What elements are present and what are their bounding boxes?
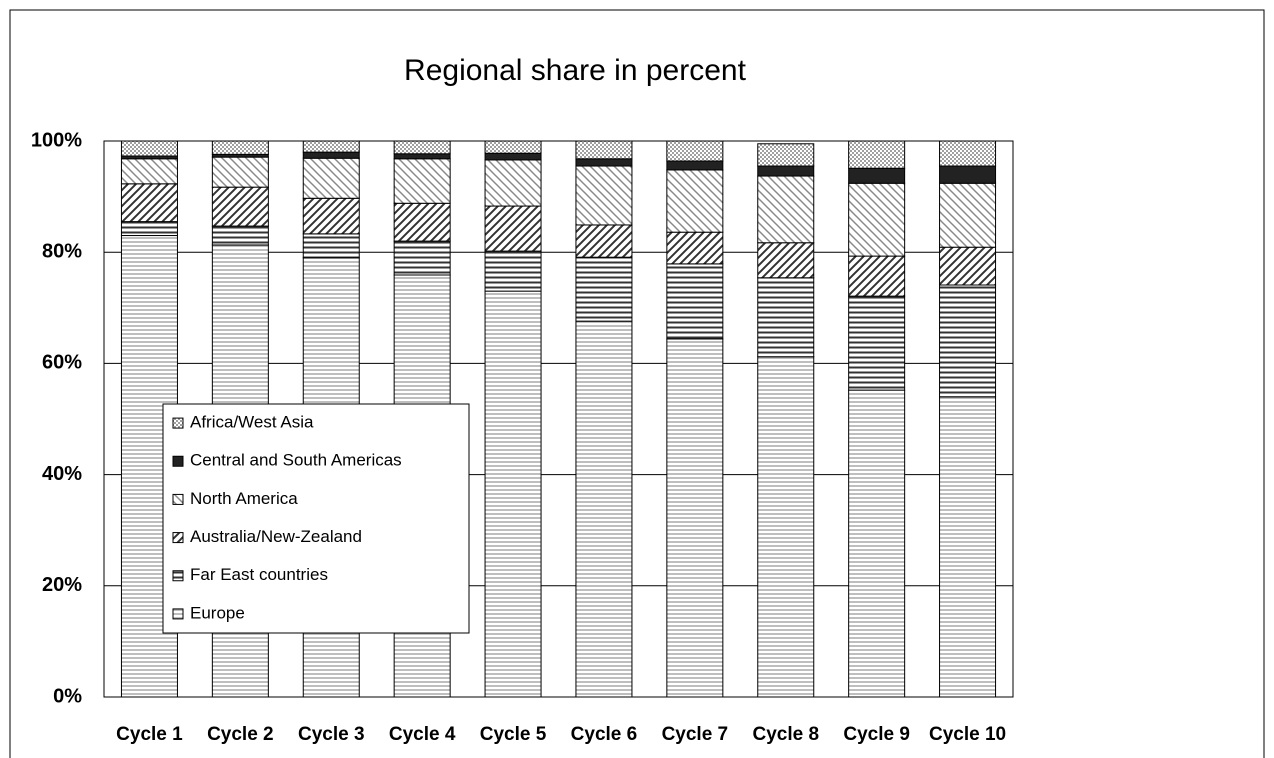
bar-segment	[575, 158, 633, 167]
x-tick-label: Cycle 9	[843, 724, 910, 745]
bar-segment	[575, 224, 633, 258]
bar-segment	[120, 183, 178, 223]
legend-swatch	[172, 608, 184, 620]
y-tick-label: 0%	[53, 685, 82, 707]
legend-label: Central and South Americas	[190, 451, 402, 470]
x-tick-label: Cycle 1	[116, 724, 183, 745]
bar-segment	[939, 182, 997, 248]
bar-segment	[393, 202, 451, 242]
x-tick-label: Cycle 10	[929, 724, 1006, 745]
bar-segment	[484, 290, 542, 698]
bar-segment	[211, 140, 269, 155]
bar-segment	[848, 182, 906, 257]
bar-segment	[757, 165, 815, 177]
bar-segment	[211, 225, 269, 246]
bar-segment	[211, 156, 269, 188]
x-tick-label: Cycle 7	[662, 724, 729, 745]
legend-swatch	[172, 532, 184, 544]
bar-segment	[484, 152, 542, 161]
legend-swatch	[172, 570, 184, 582]
bar-segment	[484, 159, 542, 207]
bar-segment	[302, 197, 360, 235]
bar-segment	[666, 140, 724, 162]
x-tick-label: Cycle 8	[752, 724, 819, 745]
legend-label: Far East countries	[190, 565, 328, 584]
bar-segment	[666, 338, 724, 698]
chart-title: Regional share in percent	[404, 54, 747, 87]
bar-segment	[757, 356, 815, 698]
bar-segment	[302, 140, 360, 153]
bar-segment	[666, 263, 724, 340]
bar-segment	[393, 153, 451, 160]
bar-segment	[120, 221, 178, 237]
bar-segment	[848, 389, 906, 698]
bar-segment	[848, 295, 906, 391]
x-tick-label: Cycle 5	[480, 724, 547, 745]
bar-segment	[939, 284, 997, 398]
x-tick-label: Cycle 2	[207, 724, 274, 745]
legend-swatch	[172, 493, 184, 505]
bar-segment	[939, 396, 997, 698]
bar-segment	[848, 140, 906, 169]
bar-segment	[757, 242, 815, 279]
legend-swatch	[172, 455, 184, 467]
bar-segment	[484, 250, 542, 292]
y-tick-label: 20%	[42, 574, 82, 596]
bar-segment	[575, 165, 633, 226]
legend-box	[162, 403, 470, 634]
x-tick-label: Cycle 3	[298, 724, 365, 745]
y-tick-label: 80%	[42, 240, 82, 262]
bar-segment	[575, 256, 633, 322]
legend-label: Australia/New-Zealand	[190, 527, 362, 546]
bar-segment	[757, 277, 815, 358]
bar-segment	[302, 233, 360, 259]
legend-swatch	[172, 417, 184, 429]
bar-segment	[120, 158, 178, 185]
bar-segment	[939, 165, 997, 184]
y-tick-label: 40%	[42, 463, 82, 485]
y-tick-label: 100%	[31, 129, 82, 151]
x-tick-label: Cycle 6	[571, 724, 638, 745]
legend-label: Africa/West Asia	[190, 413, 314, 432]
legend-label: North America	[190, 489, 298, 508]
bar-segment	[757, 143, 815, 167]
bar-segment	[939, 140, 997, 167]
bar-segment	[393, 158, 451, 204]
bar-segment	[302, 157, 360, 199]
x-tick-label: Cycle 4	[389, 724, 456, 745]
bar-segment	[393, 140, 451, 155]
bar-segment	[575, 140, 633, 160]
bar-segment	[211, 186, 269, 227]
bar-segment	[666, 169, 724, 233]
bar-segment	[484, 140, 542, 154]
bar-segment	[393, 240, 451, 276]
bar-segment	[666, 231, 724, 265]
bar-segment	[120, 140, 178, 157]
legend-label: Europe	[190, 603, 245, 622]
bar-segment	[939, 246, 997, 286]
bar-segment	[575, 320, 633, 698]
bar-segment	[848, 255, 906, 297]
y-tick-label: 60%	[42, 352, 82, 374]
bar-segment	[757, 175, 815, 244]
bar-segment	[484, 205, 542, 252]
bar-segment	[848, 167, 906, 184]
bar-segment	[302, 151, 360, 159]
bar-segment	[666, 160, 724, 171]
